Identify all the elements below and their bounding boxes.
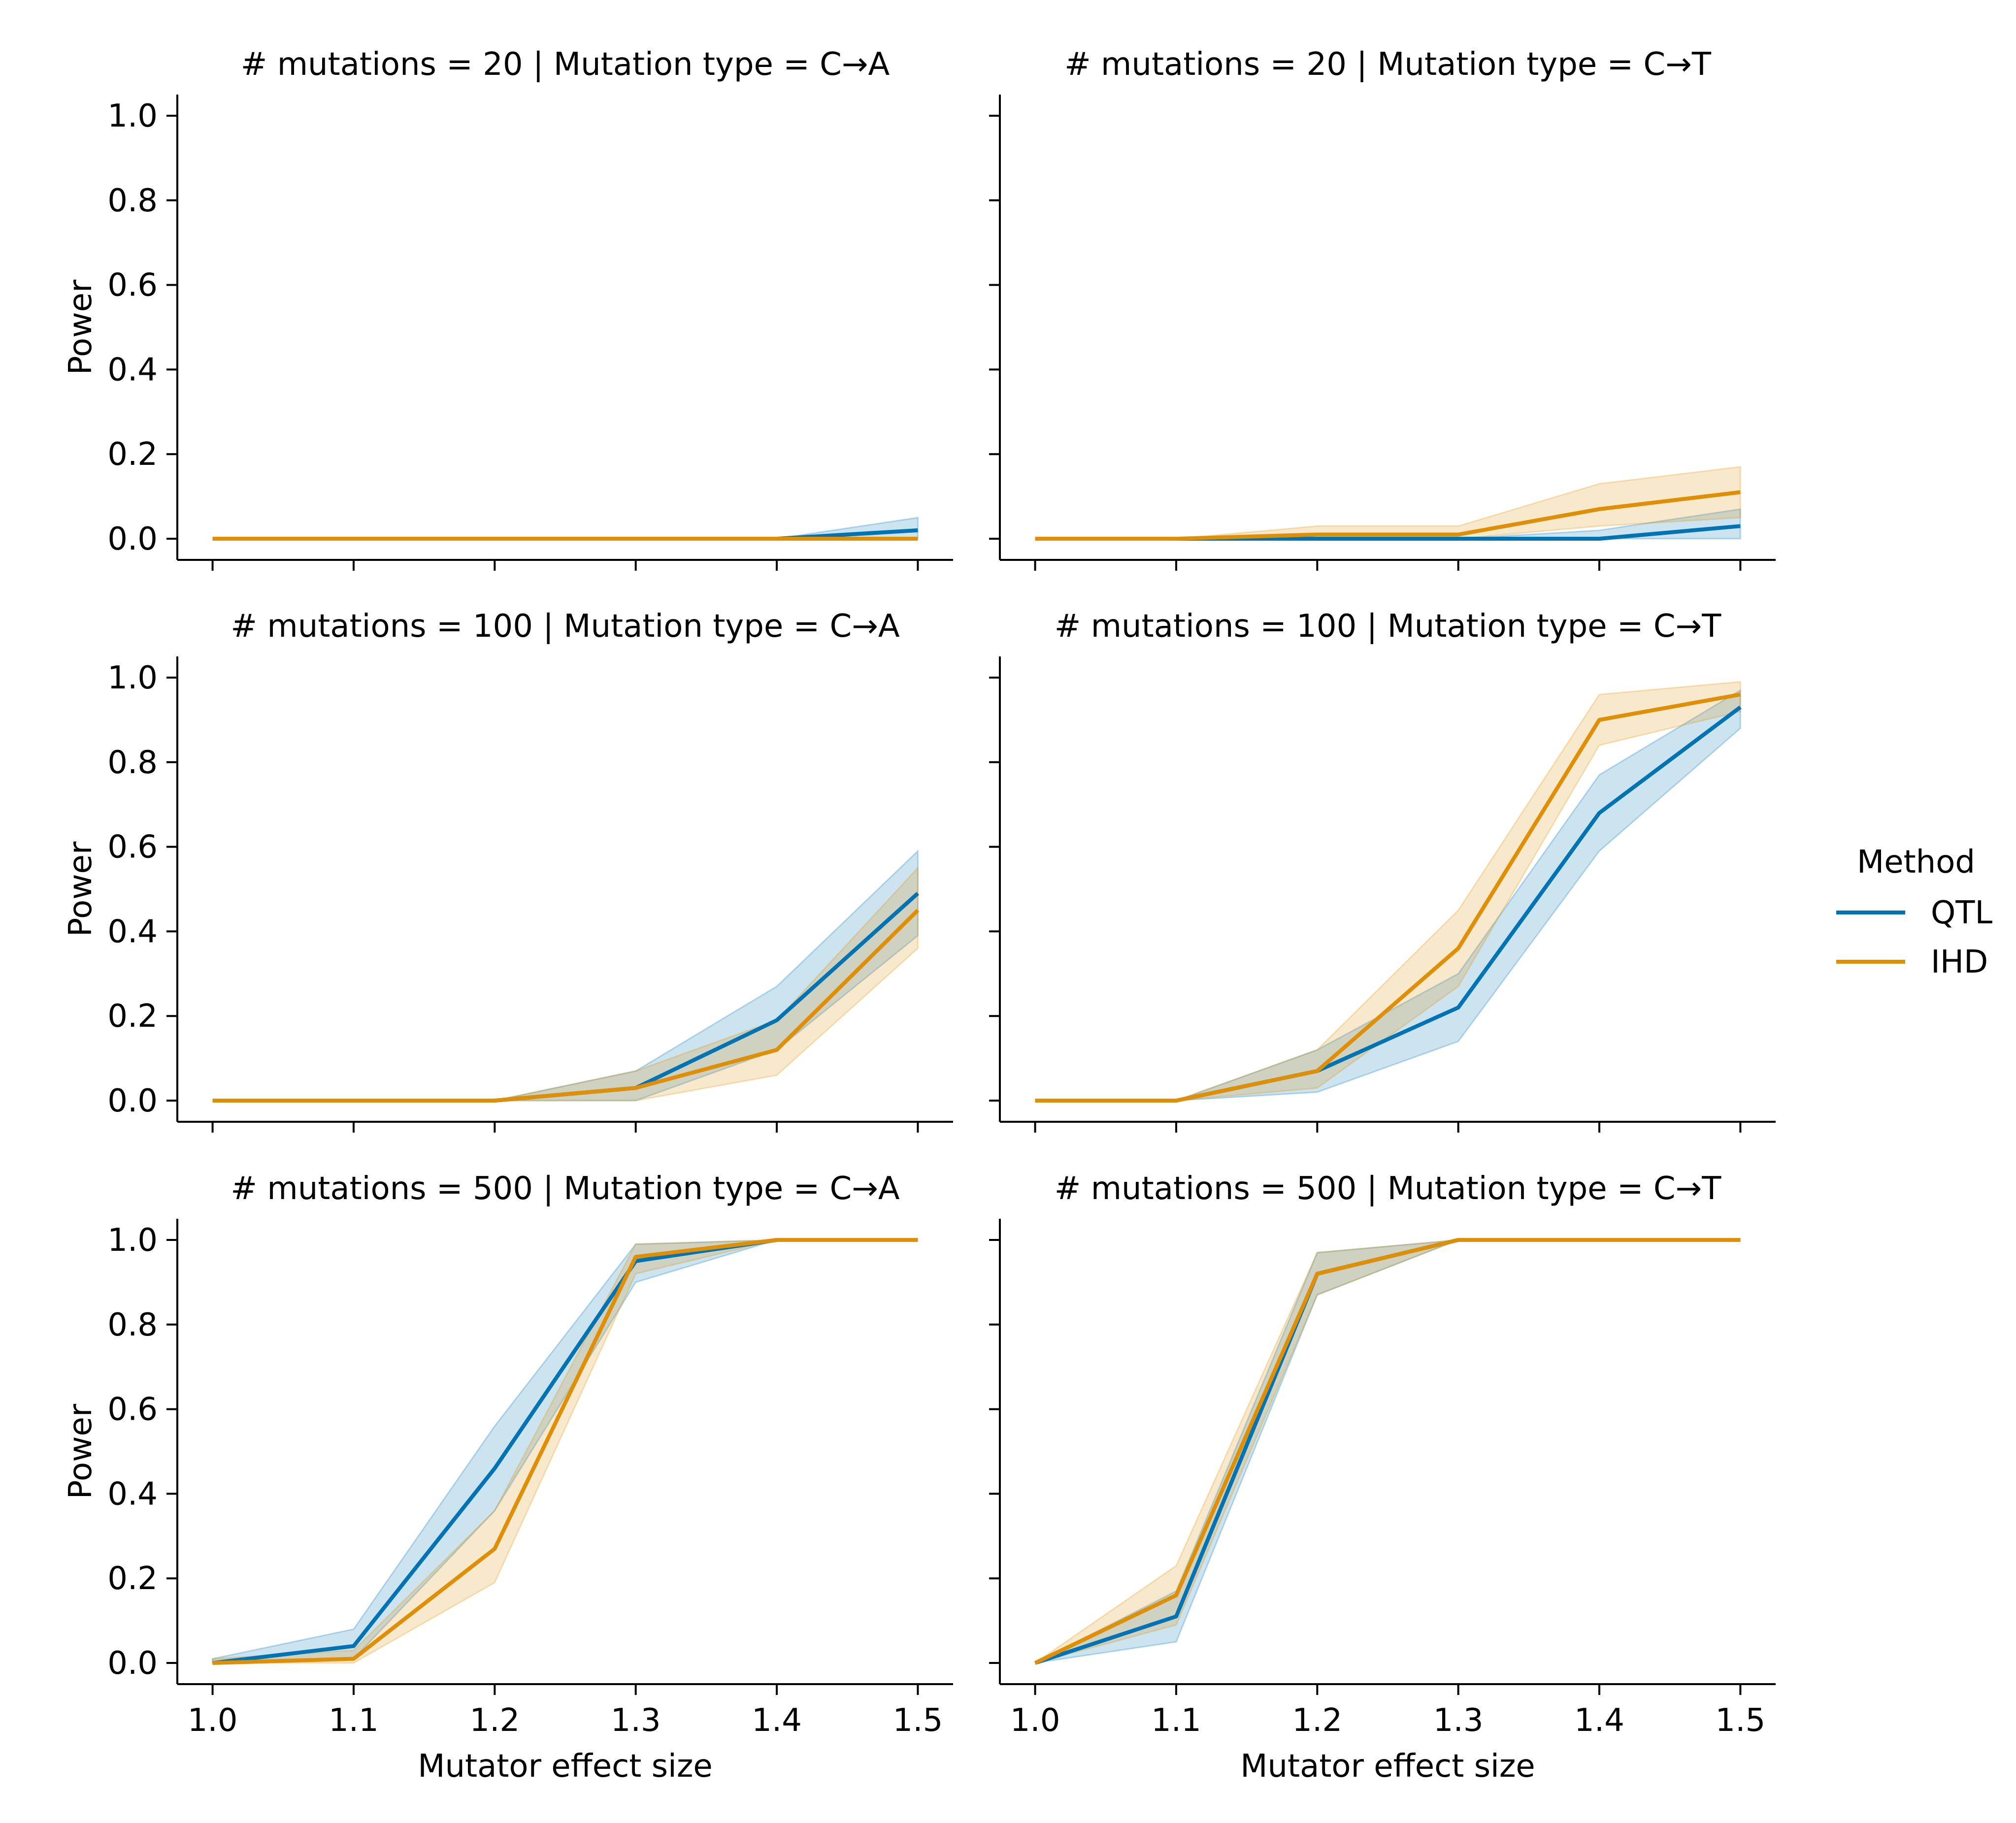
y-axis-label: Power (63, 279, 99, 375)
panel-title: # mutations = 500 | Mutation type = C→A (231, 1171, 899, 1207)
y-tick-label: 1.0 (107, 98, 158, 134)
panel-title: # mutations = 20 | Mutation type = C→A (241, 46, 890, 83)
y-tick-label: 0.6 (107, 267, 158, 304)
y-tick-label: 0.6 (107, 1392, 158, 1428)
panel-1: # mutations = 20 | Mutation type = C→A 0.… (63, 46, 953, 571)
panel-title: # mutations = 100 | Mutation type = C→T (1055, 608, 1721, 645)
y-tick-label: 0.2 (107, 1561, 158, 1597)
legend-label-qtl: QTL (1931, 895, 1992, 931)
y-tick-label: 0.8 (107, 745, 158, 781)
ci-band-ihd (1035, 681, 1741, 1102)
panel-4: # mutations = 100 | Mutation type = C→T (989, 608, 1776, 1133)
legend: Method QTL IHD (1836, 844, 1992, 980)
legend-label-ihd: IHD (1931, 944, 1988, 980)
legend-title: Method (1857, 844, 1975, 880)
x-tick-label: 1.0 (188, 1702, 238, 1739)
panel-2: # mutations = 20 | Mutation type = C→T (989, 46, 1776, 571)
x-tick-label: 1.3 (1433, 1702, 1484, 1739)
facet-grid: # mutations = 20 | Mutation type = C→A 0.… (63, 46, 1776, 1785)
panel-6: # mutations = 500 | Mutation type = C→T 1… (989, 1171, 1776, 1785)
y-tick-label: 0.4 (107, 352, 158, 388)
panel-title: # mutations = 20 | Mutation type = C→T (1064, 46, 1712, 83)
ci-band-ihd (1034, 1239, 1741, 1664)
y-tick-label: 0.8 (107, 1307, 158, 1343)
x-tick-label: 1.0 (1010, 1702, 1060, 1739)
series-line-ihd (1035, 490, 1741, 541)
x-axis-label: Mutator effect size (1240, 1748, 1535, 1785)
series-line-ihd (1035, 692, 1741, 1103)
x-tick-label: 1.5 (893, 1702, 943, 1739)
x-tick-label: 1.4 (752, 1702, 802, 1739)
y-axis-label: Power (63, 1403, 99, 1499)
series-line-ihd (212, 1238, 918, 1665)
y-tick-label: 0.6 (107, 829, 158, 866)
x-tick-label: 1.1 (1151, 1702, 1201, 1739)
x-tick-label: 1.4 (1574, 1702, 1624, 1739)
panel-5: # mutations = 500 | Mutation type = C→A 0… (63, 1171, 953, 1785)
x-tick-label: 1.5 (1716, 1702, 1766, 1739)
panel-3: # mutations = 100 | Mutation type = C→A 0… (63, 608, 953, 1133)
series-line-ihd (1034, 1238, 1741, 1665)
x-axis-label: Mutator effect size (418, 1748, 713, 1785)
y-tick-label: 1.0 (107, 1222, 158, 1259)
y-tick-label: 0.8 (107, 183, 158, 219)
panel-title: # mutations = 500 | Mutation type = C→T (1055, 1171, 1721, 1207)
ci-band-qtl (1034, 1239, 1741, 1664)
panel-title: # mutations = 100 | Mutation type = C→A (231, 608, 899, 645)
y-tick-label: 0.0 (107, 1083, 158, 1119)
y-axis-label: Power (63, 841, 99, 937)
y-tick-label: 1.0 (107, 660, 158, 696)
x-tick-label: 1.1 (329, 1702, 379, 1739)
x-tick-label: 1.2 (1292, 1702, 1342, 1739)
x-tick-label: 1.3 (611, 1702, 661, 1739)
series-line-ihd (212, 909, 920, 1103)
y-tick-label: 0.2 (107, 998, 158, 1035)
y-tick-label: 0.0 (107, 1645, 158, 1682)
y-tick-label: 0.0 (107, 521, 158, 557)
y-tick-label: 0.4 (107, 1476, 158, 1512)
y-tick-label: 0.4 (107, 913, 158, 950)
y-tick-label: 0.2 (107, 436, 158, 473)
x-tick-label: 1.2 (469, 1702, 520, 1739)
